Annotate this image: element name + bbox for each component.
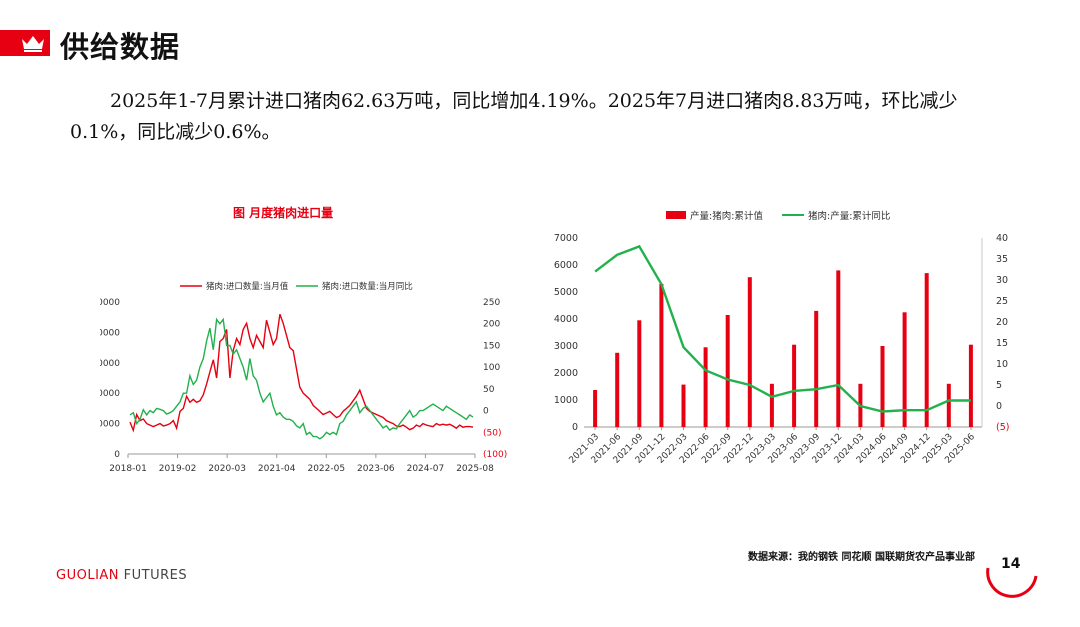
bar — [747, 277, 752, 427]
y-right-tick: 100 — [483, 363, 500, 373]
y-right-tick: 50 — [483, 385, 495, 395]
y-right-tick: 15 — [996, 338, 1008, 349]
y-right-tick: 40 — [996, 233, 1008, 244]
y-right-tick: 200 — [483, 320, 500, 330]
page-number: 14 — [1001, 556, 1021, 572]
y-right-tick: 250 — [483, 298, 500, 308]
x-tick-label: 2022-05 — [307, 464, 345, 474]
brand-part1: GUOLIAN — [56, 568, 120, 583]
bar — [814, 310, 819, 427]
y-left-tick: 200000 — [100, 389, 120, 399]
bar — [725, 315, 730, 427]
y-left-tick: 5000 — [554, 287, 578, 298]
x-tick-label: 2024-07 — [407, 464, 445, 474]
x-tick-label: 2018-01 — [109, 464, 147, 474]
y-left-tick: 500000 — [100, 298, 120, 308]
bar — [593, 390, 598, 427]
bar — [681, 384, 686, 427]
bar — [968, 344, 973, 427]
left-chart-title: 图 月度猪肉进口量 — [233, 206, 334, 220]
bar — [880, 346, 885, 427]
y-left-tick: 400000 — [100, 328, 120, 338]
bar — [946, 383, 951, 427]
y-right-tick: 20 — [996, 317, 1008, 328]
x-tick-label: 2021-04 — [258, 464, 296, 474]
right-chart: 产量:猪肉:累计值 猪肉:产量:累计同比 0 1000 2000 3000 4000 5000… — [554, 210, 1010, 466]
y-left-tick: 6000 — [554, 260, 578, 271]
series-line-yoy — [594, 244, 971, 413]
y-left-tick: 0 — [572, 422, 578, 433]
crown-icon — [22, 36, 44, 52]
bar — [902, 312, 907, 427]
y-left-tick: 1000 — [554, 395, 578, 406]
x-tick-label: 2023-06 — [357, 464, 395, 474]
legend-label-1: 猪肉:进口数量:当月同比 — [322, 281, 413, 292]
y-right-tick: (50) — [483, 428, 501, 438]
y-right-tick: 150 — [483, 341, 500, 351]
y-left-tick: 0 — [114, 450, 120, 460]
bar — [769, 383, 774, 427]
bar — [924, 273, 929, 427]
y-right-tick: 10 — [996, 359, 1008, 370]
y-left-tick: 300000 — [100, 359, 120, 369]
x-tick-label: 2019-02 — [159, 464, 197, 474]
bar — [659, 283, 664, 427]
left-chart: 猪肉:进口数量:当月值 猪肉:进口数量:当月同比 0 100000 200000 3000… — [100, 281, 507, 474]
y-right-tick: 35 — [996, 254, 1008, 265]
y-right-tick: 0 — [483, 407, 489, 417]
x-tick-label: 2025-08 — [456, 464, 494, 474]
legend-label-line: 猪肉:产量:累计同比 — [808, 210, 890, 222]
y-right-tick: 5 — [996, 380, 1002, 391]
page-number-arc — [986, 567, 1038, 598]
legend-swatch-bar — [666, 211, 686, 219]
y-right-tick: 30 — [996, 275, 1008, 286]
y-left-tick: 7000 — [554, 233, 578, 244]
bar — [615, 352, 620, 428]
y-left-tick: 100000 — [100, 420, 120, 430]
x-tick-label: 2020-03 — [208, 464, 246, 474]
series-line-0 — [129, 313, 474, 433]
bar — [637, 320, 642, 427]
bar — [836, 270, 841, 427]
bar — [792, 344, 797, 427]
data-source: 数据来源：我的钢铁 同花顺 国联期货农产品事业部 — [748, 552, 975, 563]
summary-text: 2025年1-7月累计进口猪肉62.63万吨，同比增加4.19%。2025年7月… — [70, 90, 958, 143]
page-title: 供给数据 — [60, 30, 181, 64]
legend-label-0: 猪肉:进口数量:当月值 — [206, 281, 289, 292]
y-right-tick: (5) — [996, 422, 1009, 433]
legend-label-bar: 产量:猪肉:累计值 — [690, 210, 763, 222]
brand-part2: FUTURES — [123, 568, 188, 583]
y-left-tick: 4000 — [554, 314, 578, 325]
y-right-tick: (100) — [483, 450, 507, 460]
series-line-1 — [129, 317, 474, 440]
bar — [703, 347, 708, 427]
y-right-tick: 25 — [996, 296, 1008, 307]
brand-logo-text: GUOLIAN FUTURES — [56, 568, 187, 583]
y-left-tick: 3000 — [554, 341, 578, 352]
y-right-tick: 0 — [996, 401, 1002, 412]
y-left-tick: 2000 — [554, 368, 578, 379]
